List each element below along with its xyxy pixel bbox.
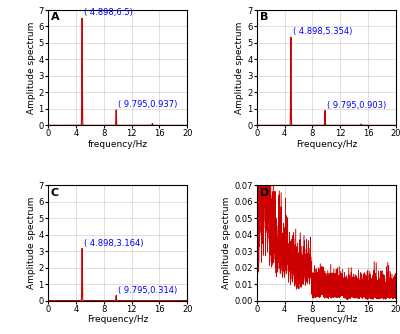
Y-axis label: Amplitude spectrum: Amplitude spectrum: [222, 197, 231, 289]
Text: B: B: [260, 12, 268, 22]
X-axis label: Frequency/Hz: Frequency/Hz: [296, 140, 357, 149]
Text: ( 9.795,0.903): ( 9.795,0.903): [327, 101, 386, 110]
Text: ( 9.795,0.937): ( 9.795,0.937): [118, 100, 178, 109]
Text: D: D: [260, 188, 269, 198]
Y-axis label: Amplitude spectrum: Amplitude spectrum: [27, 197, 36, 289]
Text: ( 4.898,3.164): ( 4.898,3.164): [84, 239, 144, 248]
X-axis label: Frequency/Hz: Frequency/Hz: [87, 315, 148, 324]
X-axis label: Frequency/Hz: Frequency/Hz: [296, 315, 357, 324]
X-axis label: frequency/Hz: frequency/Hz: [88, 140, 148, 149]
Text: A: A: [51, 12, 60, 22]
Y-axis label: Amplitude spectrum: Amplitude spectrum: [236, 21, 244, 114]
Text: C: C: [51, 188, 59, 198]
Text: ( 4.898,5.354): ( 4.898,5.354): [293, 27, 352, 36]
Y-axis label: Amplitude spectrum: Amplitude spectrum: [27, 21, 36, 114]
Text: ( 4.898,6.5): ( 4.898,6.5): [84, 8, 133, 17]
Text: ( 9.795,0.314): ( 9.795,0.314): [118, 286, 178, 295]
